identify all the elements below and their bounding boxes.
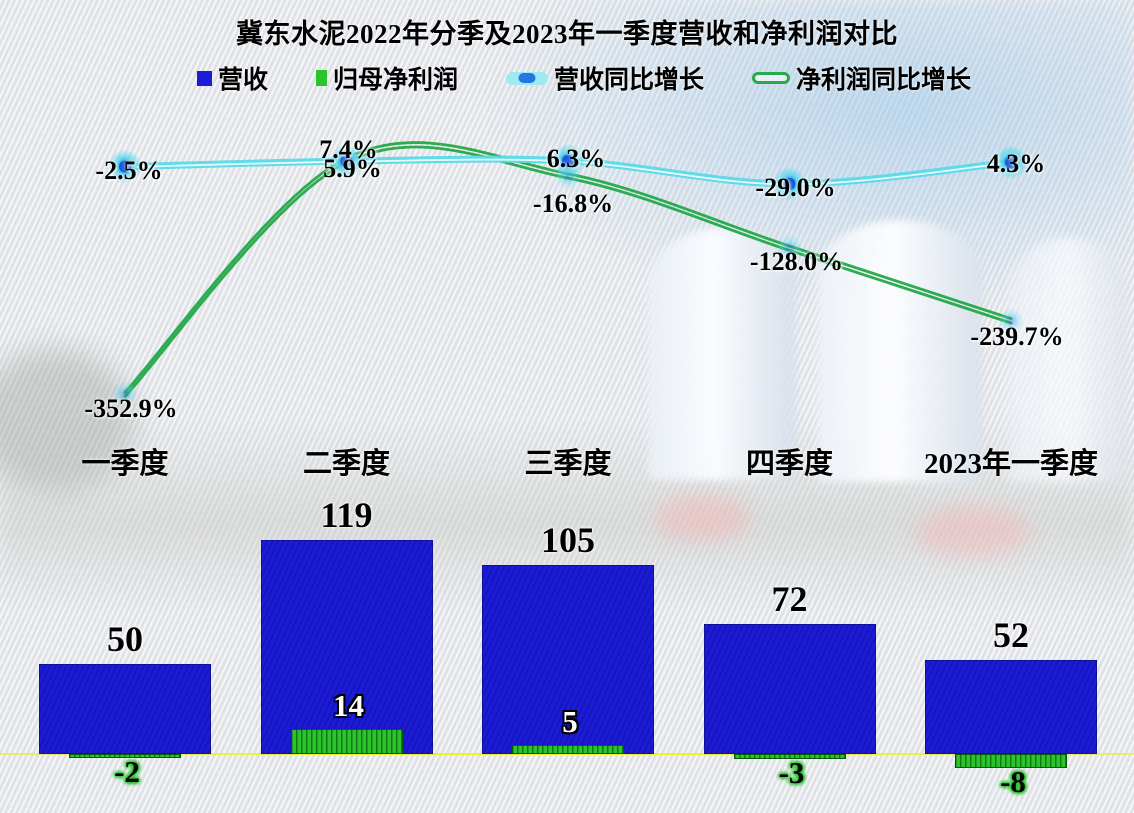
revenue-bar-label: 119 bbox=[320, 494, 373, 535]
legend-item-net-profit: 归母净利润 bbox=[315, 60, 458, 96]
legend-label: 净利润同比增长 bbox=[796, 67, 972, 94]
revenue-bar bbox=[482, 565, 654, 754]
category-label: 四季度 bbox=[745, 448, 834, 480]
profit-growth-value: 7.4% bbox=[319, 135, 378, 165]
category-label: 2023年一季度 bbox=[923, 448, 1099, 480]
legend-label: 营收 bbox=[217, 67, 268, 94]
category-label: 三季度 bbox=[524, 448, 612, 480]
revenue-bar bbox=[703, 624, 876, 754]
category-label: 一季度 bbox=[81, 448, 169, 480]
revenue-growth-value: 6.3% bbox=[546, 143, 606, 173]
profit-bar bbox=[955, 754, 1067, 769]
revenue-bar bbox=[925, 660, 1097, 754]
profit-bar-label: -8 bbox=[1000, 764, 1026, 800]
profit-growth-value: -16.8% bbox=[532, 188, 614, 218]
profit-growth-value: -239.7% bbox=[970, 321, 1064, 351]
revenue-bar bbox=[39, 664, 211, 754]
revenue-bar-label: 50 bbox=[107, 619, 143, 659]
profit-line-marker-icon bbox=[752, 72, 791, 84]
profit-bar bbox=[69, 754, 181, 758]
profit-bar-label: -3 bbox=[778, 755, 805, 791]
legend-item-profit-growth: 净利润同比增长 bbox=[752, 60, 971, 96]
legend: 营收 归母净利润 营收同比增长 净利润同比增长 bbox=[0, 60, 1134, 96]
profit-bar-label: 14 bbox=[333, 687, 364, 723]
revenue-line-marker-icon bbox=[506, 71, 548, 85]
chart-title: 冀东水泥2022年分季及2023年一季度营收和净利润对比 bbox=[236, 19, 898, 49]
revenue-bar-swatch-icon bbox=[196, 70, 212, 86]
profit-bar-label: -2 bbox=[114, 753, 140, 789]
legend-item-revenue: 营收 bbox=[196, 60, 268, 96]
profit-growth-value: -352.9% bbox=[84, 394, 178, 424]
revenue-growth-value: 5.9% bbox=[323, 154, 382, 184]
revenue-growth-value: -29.0% bbox=[755, 172, 836, 202]
profit-bar bbox=[290, 728, 403, 754]
revenue-growth-value: 4.3% bbox=[986, 149, 1046, 179]
revenue-bar-label: 72 bbox=[771, 579, 808, 620]
profit-point-glow bbox=[112, 381, 138, 408]
legend-item-revenue-growth: 营收同比增长 bbox=[506, 60, 704, 96]
revenue-bar-label: 52 bbox=[993, 615, 1029, 656]
profit-bar-swatch-icon bbox=[315, 70, 327, 86]
legend-label: 归母净利润 bbox=[332, 67, 458, 94]
revenue-point-marker bbox=[340, 155, 353, 168]
profit-bar-label: 5 bbox=[562, 704, 578, 739]
profit-bar bbox=[512, 745, 624, 754]
category-label: 二季度 bbox=[302, 448, 391, 480]
profit-bar bbox=[733, 754, 846, 760]
legend-label: 营收同比增长 bbox=[554, 67, 705, 94]
revenue-bar-label: 105 bbox=[541, 520, 595, 560]
profit-growth-value: -128.0% bbox=[749, 247, 844, 277]
x-axis-line bbox=[0, 753, 1134, 755]
revenue-bar bbox=[260, 539, 433, 754]
revenue-point-marker bbox=[119, 160, 131, 173]
revenue-growth-value: -2.5% bbox=[95, 155, 163, 185]
